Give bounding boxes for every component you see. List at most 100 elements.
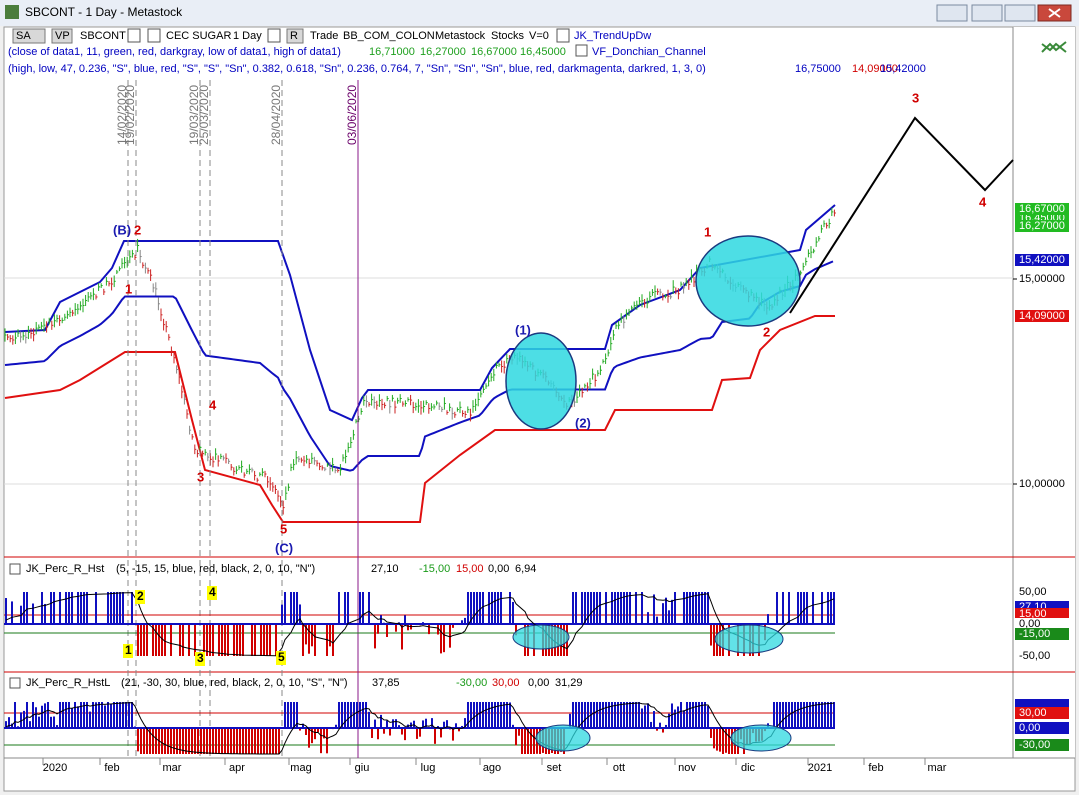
date-label: 25/03/2020 [197,85,211,145]
x-axis-label: mar [928,762,947,774]
dropdown-button[interactable] [267,28,281,43]
title-bar [0,0,1079,26]
date-label: 03/06/2020 [345,85,359,145]
date-label: 28/04/2020 [269,85,283,145]
x-axis-label: 2021 [808,762,832,774]
panel-value: -30,00 [456,677,487,689]
panel-value: 30,00 [492,677,520,689]
x-axis-label: ott [613,762,625,774]
panel-value: 0,00 [528,677,549,689]
wave-label: 1 [704,224,711,239]
toolbar-item: VP [55,30,70,42]
indicator-value: 16,67000 [471,46,517,58]
wave-label: 3 [912,90,919,105]
toolbar-item: 1 Day [233,30,262,42]
x-axis-label: feb [104,762,119,774]
wave-label: 4 [979,194,987,209]
value-box [1015,203,1069,215]
marker-label: 3 [197,651,204,665]
wave-label: (B) [113,222,131,237]
dropdown-button[interactable] [556,28,570,43]
x-axis-label: 2020 [43,762,67,774]
indicator-params: (close of data1, 11, green, red, darkgra… [8,46,341,58]
indicator-params: (high, low, 47, 0.236, "S", blue, red, "… [8,63,706,75]
x-axis-label: ago [483,762,501,774]
maximize-button[interactable] [1004,4,1036,22]
smooth-line [5,702,835,755]
marker-box [135,590,145,604]
marker-box [123,644,133,658]
panel-name: JK_Perc_R_HstL [26,677,110,689]
value-box [1015,707,1069,719]
panel-value: 6,94 [515,563,536,575]
toolbar-button[interactable] [12,28,46,44]
highlight-ellipse [535,724,591,752]
channel-middle [4,260,834,472]
panel-value: 0,00 [488,563,509,575]
highlight-ellipse [714,624,784,654]
x-axis-label: giu [355,762,370,774]
minimize-button[interactable] [971,4,1003,22]
toolbar-item: Stocks [491,30,525,42]
marker-box [276,651,286,665]
panel-checkbox[interactable] [9,677,21,689]
dropdown-button[interactable] [147,28,161,43]
toolbar-item: R [290,30,298,42]
highlight-ellipse [505,332,577,430]
value-box-label: -15,00 [1019,628,1050,640]
value-box [1015,699,1069,709]
value-box-label: 30,00 [1019,707,1047,719]
toolbar-button[interactable] [286,28,304,44]
x-axis-label: lug [421,762,436,774]
zigzag-line [789,116,1014,314]
panel-params: (21, -30, 30, blue, red, black, 2, 0, 10… [121,677,348,689]
panel-value: 37,85 [372,677,400,689]
oscillator-axis-label: 50,00 [1019,586,1047,598]
marker-label: 4 [209,585,216,599]
date-label: 19/02/2020 [123,85,137,145]
panel-checkbox[interactable] [9,563,21,575]
value-box-label: 15,00 [1019,608,1047,620]
value-box-label: 14,09000 [1019,310,1065,322]
marker-box [195,652,205,666]
toolbar-item: Trade [310,30,338,42]
indicator-value: 15,42000 [880,63,926,75]
trend-icon [1041,41,1067,53]
x-axis-label: dic [741,762,756,774]
x-axis-label: mar [163,762,182,774]
dropdown-button[interactable] [127,28,141,43]
marker-box [207,586,217,600]
indicator-value: 16,27000 [420,46,466,58]
indicator-value: 16,75000 [795,63,841,75]
value-box [1015,618,1069,630]
window-title: SBCONT - 1 Day - Metastock [25,5,183,19]
panel-value: 31,29 [555,677,583,689]
toolbar-item: JK_TrendUpDw [574,30,651,42]
indicator-checkbox[interactable] [575,44,588,57]
highlight-ellipse [730,724,792,752]
highlight-ellipse [695,235,801,327]
wave-label: 3 [197,469,204,484]
x-axis-label: apr [229,762,245,774]
close-icon [1048,8,1061,18]
wave-label: (2) [575,415,591,430]
value-box [1015,608,1069,620]
indicator-name: VF_Donchian_Channel [592,46,706,58]
highlight-ellipse [512,624,570,650]
wave-label: (C) [275,540,293,555]
panel-value: 27,10 [371,563,399,575]
toolbar-button[interactable] [51,28,73,44]
date-label: 19/03/2020 [187,85,201,145]
wave-label: 1 [125,281,132,296]
tile-button[interactable] [936,4,968,22]
marker-label: 2 [137,589,144,603]
wave-label: 2 [134,222,141,237]
marker-label: 1 [125,643,132,657]
value-box-label: -30,00 [1019,739,1050,751]
right-axis [1013,27,1075,758]
value-box [1015,628,1069,640]
channel-lower [4,315,835,523]
toolbar-item: SA [16,30,31,42]
x-axis-label: set [547,762,562,774]
